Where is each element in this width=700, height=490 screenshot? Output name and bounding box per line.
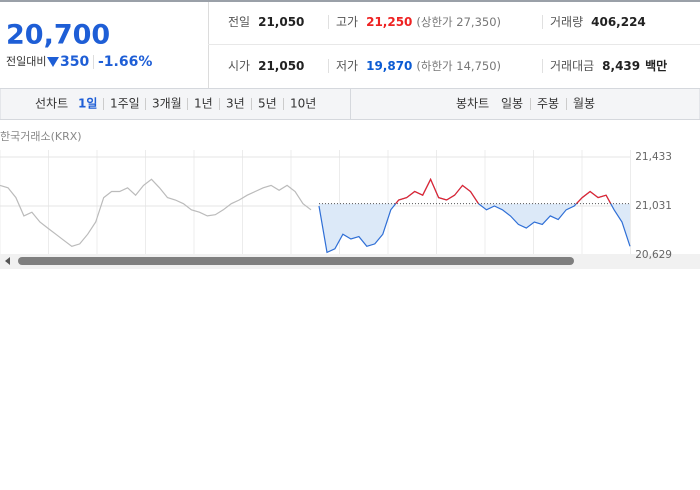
stat-label: 고가: [336, 15, 358, 29]
tab-group-label: 봉차트: [456, 97, 489, 111]
stat: 시가 21,050: [228, 59, 304, 73]
tab[interactable]: 1년: [194, 97, 213, 111]
tab[interactable]: 3년: [226, 97, 245, 111]
scroll-thumb[interactable]: [18, 257, 574, 265]
stat-value: 21,250: [366, 15, 412, 29]
y-tick-label: 20,629: [635, 249, 672, 261]
top-border: [0, 0, 700, 2]
stat-label: 거래량: [550, 15, 583, 29]
stat: 거래량 406,224: [550, 15, 646, 29]
area: [318, 203, 630, 253]
stat: 거래대금 8,439 백만: [550, 58, 667, 73]
stat-value: 8,439: [602, 59, 640, 73]
tab[interactable]: 주봉: [537, 97, 559, 111]
stat-label: 저가: [336, 59, 358, 73]
tab[interactable]: 1주일: [110, 97, 140, 111]
down-arrow: [47, 57, 59, 67]
scroll-left[interactable]: [5, 257, 10, 265]
chart: [0, 150, 631, 256]
line-up: [394, 177, 612, 204]
stat: 저가 19,870 (하한가 14,750): [336, 59, 501, 73]
stat-value: 21,050: [258, 15, 304, 29]
tab[interactable]: 1일: [78, 97, 97, 111]
stat-note: (하한가 14,750): [416, 59, 501, 73]
source: 한국거래소(KRX): [0, 130, 82, 143]
tab[interactable]: 10년: [290, 97, 316, 111]
tab[interactable]: 월봉: [573, 97, 595, 111]
stat: 고가 21,250 (상한가 27,350): [336, 15, 501, 29]
y-tick-label: 21,433: [635, 151, 672, 163]
tab[interactable]: 3개월: [152, 97, 182, 111]
change: 350: [60, 54, 89, 70]
tab[interactable]: 5년: [258, 97, 277, 111]
stat-label: 거래대금: [550, 59, 594, 73]
change-rate: -1.66%: [98, 54, 152, 70]
stat: 전일 21,050: [228, 15, 304, 29]
tab[interactable]: 일봉: [501, 97, 523, 111]
stat-note: (상한가 27,350): [416, 15, 501, 29]
current-price: 20,700: [6, 20, 110, 51]
stat-value: 406,224: [591, 15, 646, 29]
stat-value: 21,050: [258, 59, 304, 73]
stat-label: 시가: [228, 59, 250, 73]
stat-unit: 백만: [645, 58, 667, 73]
change-label: 전일대비: [6, 54, 46, 68]
line: [0, 178, 312, 247]
tab-group-label: 선차트: [35, 97, 68, 111]
stat-label: 전일: [228, 15, 250, 29]
y-tick-label: 21,031: [635, 200, 672, 212]
stat-value: 19,870: [366, 59, 412, 73]
